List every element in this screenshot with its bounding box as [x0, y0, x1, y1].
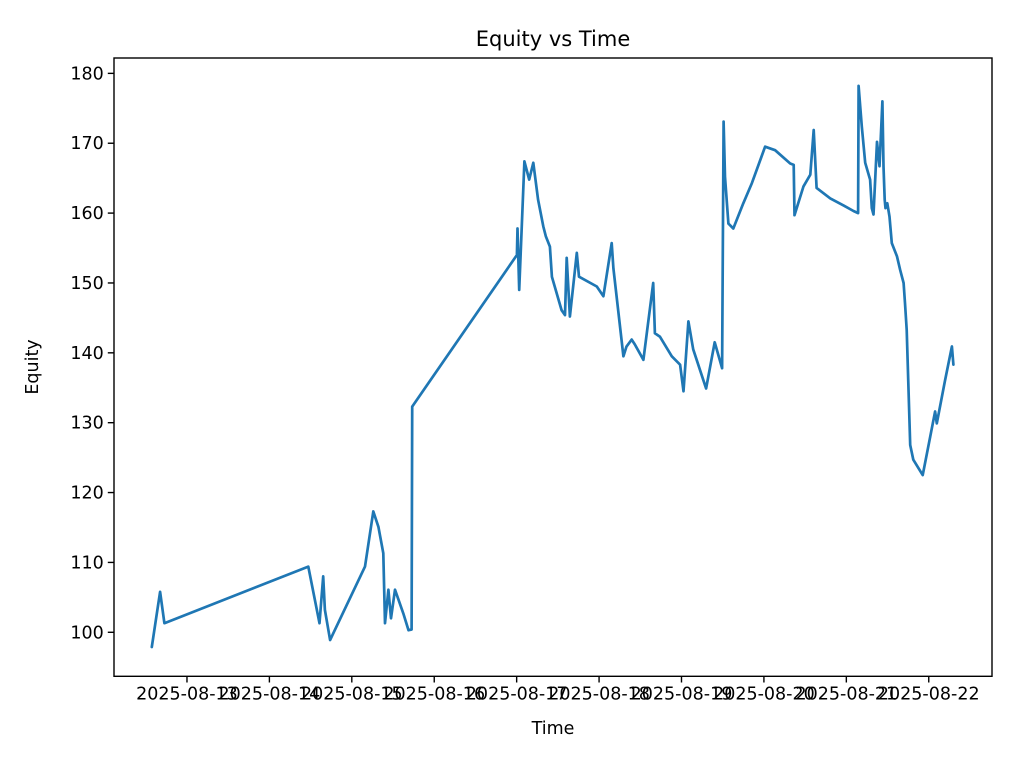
x-tick-label: 2025-08-19 — [631, 685, 733, 705]
y-tick-label: 170 — [70, 134, 103, 154]
y-axis-label: Equity — [23, 339, 43, 394]
x-tick-label: 2025-08-15 — [301, 685, 403, 705]
x-tick-label: 2025-08-21 — [795, 685, 897, 705]
chart-title: Equity vs Time — [476, 27, 631, 51]
y-tick-label: 150 — [70, 274, 103, 294]
x-tick-label: 2025-08-20 — [713, 685, 815, 705]
x-tick-label: 2025-08-17 — [466, 685, 568, 705]
x-tick-label: 2025-08-13 — [136, 685, 238, 705]
x-axis-label: Time — [531, 719, 575, 739]
x-tick-label: 2025-08-16 — [383, 685, 485, 705]
y-tick-label: 130 — [70, 414, 103, 434]
y-tick-label: 140 — [70, 344, 103, 364]
plot-area: 2025-08-132025-08-142025-08-152025-08-16… — [70, 57, 993, 705]
x-tick-label: 2025-08-14 — [219, 685, 321, 705]
y-tick-label: 110 — [70, 553, 103, 573]
axes-spines — [113, 57, 993, 677]
equity-line — [150, 84, 955, 649]
y-tick-label: 160 — [70, 204, 103, 224]
y-tick-label: 180 — [70, 64, 103, 84]
x-tick-label: 2025-08-22 — [878, 685, 980, 705]
x-tick-label: 2025-08-18 — [548, 685, 650, 705]
y-tick-label: 120 — [70, 484, 103, 504]
y-tick-label: 100 — [70, 623, 103, 643]
